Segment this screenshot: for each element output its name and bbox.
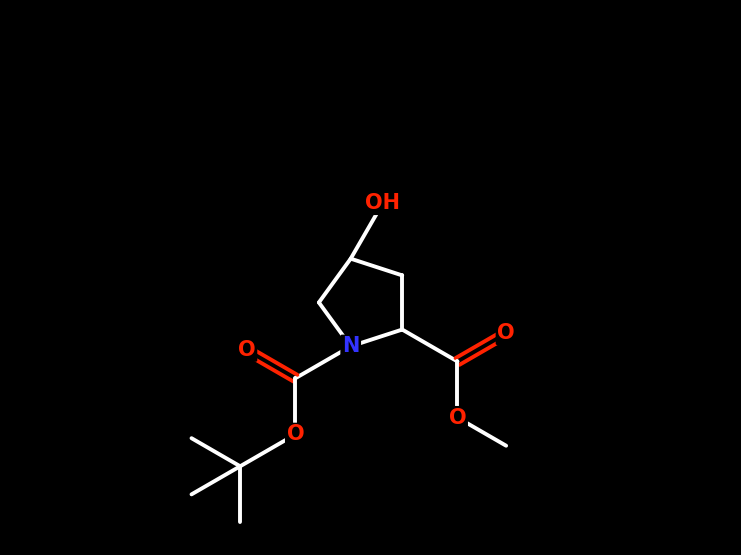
- Text: O: O: [287, 425, 305, 445]
- Text: O: O: [449, 407, 466, 428]
- Text: OH: OH: [365, 193, 400, 213]
- Text: N: N: [342, 336, 359, 356]
- Text: O: O: [497, 324, 515, 344]
- Text: O: O: [238, 340, 256, 360]
